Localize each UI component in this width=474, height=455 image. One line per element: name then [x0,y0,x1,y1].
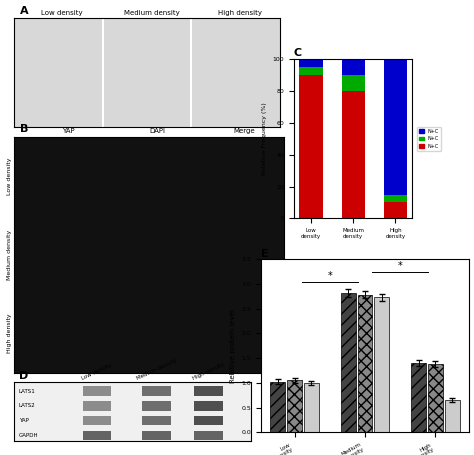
Bar [83,416,111,425]
Bar [304,383,319,432]
Text: Low density: Low density [7,158,11,196]
Text: Low density: Low density [82,363,113,381]
Bar [341,293,356,432]
Bar [270,382,285,432]
Text: GAPDH: GAPDH [19,433,38,438]
Bar [374,298,389,432]
Text: C: C [294,48,302,58]
Text: B: B [19,124,28,134]
Bar [341,75,365,91]
Text: High density: High density [7,313,11,353]
Bar [411,363,426,432]
Text: *: * [398,261,402,271]
Text: D: D [19,371,28,381]
Bar [384,202,407,218]
Bar [194,386,223,396]
Text: DAPI: DAPI [149,128,165,134]
Text: Low density: Low density [41,10,83,16]
Bar [384,59,407,195]
Bar [142,431,171,440]
Text: YAP: YAP [19,418,29,423]
Bar [142,416,171,425]
Bar [299,59,322,67]
Text: High density: High density [218,10,262,16]
Bar [83,386,111,396]
Bar [142,386,171,396]
Bar [341,91,365,218]
Text: Merge: Merge [233,128,255,134]
Bar [287,380,302,432]
Bar [445,400,460,432]
Bar [83,431,111,440]
Text: *: * [328,271,332,281]
Bar [194,416,223,425]
Bar [83,401,111,410]
Bar [299,75,322,218]
Y-axis label: Relative Frequency (%): Relative Frequency (%) [262,102,267,175]
Text: Medium density: Medium density [124,10,180,16]
Legend: N+C, N+C, N+C: N+C, N+C, N+C [417,127,441,151]
Bar [194,401,223,410]
Text: High density: High density [192,362,225,381]
Text: E: E [261,248,268,258]
Bar [384,195,407,202]
Bar [142,401,171,410]
Bar [341,59,365,75]
Text: LATS1: LATS1 [19,389,36,394]
Bar [194,431,223,440]
Bar [428,364,443,432]
Text: Medium density: Medium density [136,358,177,381]
Text: Medium density: Medium density [7,230,11,280]
Bar [357,295,373,432]
Text: LATS2: LATS2 [19,404,36,408]
Text: YAP: YAP [62,128,74,134]
Text: A: A [19,6,28,16]
Y-axis label: Relative protein level: Relative protein level [229,309,236,383]
Bar [299,67,322,75]
